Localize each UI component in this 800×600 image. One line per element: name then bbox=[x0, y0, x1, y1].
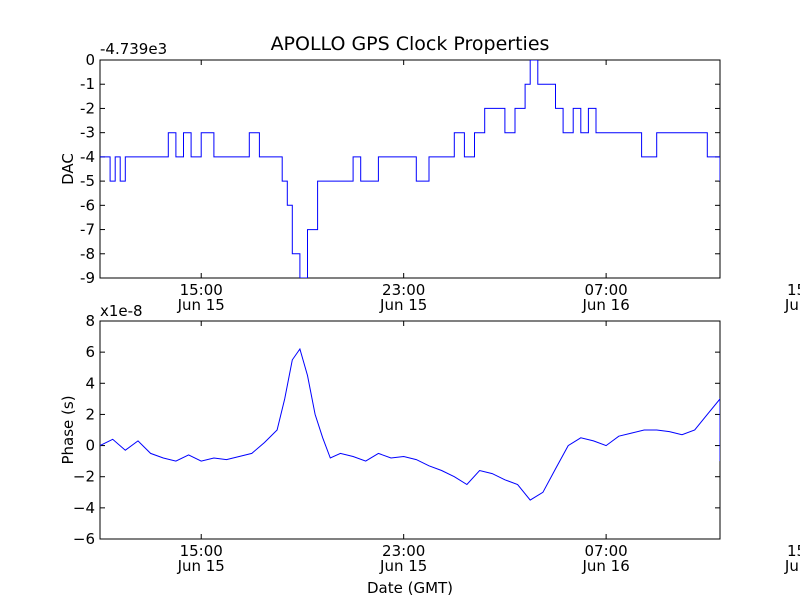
dac-y-ticks: 0 -1 -2 -3 -4 -5 -6 -7 -8 -9 bbox=[80, 51, 720, 287]
dac-xtick-time: 23:00 bbox=[382, 281, 425, 299]
dac-ytick-label: -7 bbox=[80, 221, 95, 239]
phase-y-ticks: 8 6 4 2 0 −2 −4 −6 bbox=[73, 312, 720, 548]
phase-ytick-label: −4 bbox=[73, 499, 95, 517]
dac-ytick-label: -1 bbox=[80, 75, 95, 93]
phase-y-axis-label: Phase (s) bbox=[59, 395, 77, 464]
dac-ytick-label: -3 bbox=[80, 124, 95, 142]
dac-ytick-label: -4 bbox=[80, 148, 95, 166]
dac-axes-frame bbox=[99, 59, 721, 279]
dac-y-axis-label: DAC bbox=[59, 153, 77, 185]
dac-series-line bbox=[100, 60, 720, 278]
dac-ytick-label: 0 bbox=[85, 51, 95, 69]
dac-xtick-date: Jun 16 bbox=[784, 296, 800, 314]
phase-ytick-label: 0 bbox=[85, 437, 95, 455]
phase-xtick-date: Jun 16 bbox=[581, 557, 629, 575]
phase-series-line bbox=[100, 347, 720, 501]
dac-ytick-label: -8 bbox=[80, 245, 95, 263]
phase-xtick-date: Jun 15 bbox=[379, 557, 427, 575]
phase-ytick-label: 6 bbox=[85, 343, 95, 361]
dac-offset-label: -4.739e3 bbox=[100, 40, 167, 58]
phase-ytick-label: 8 bbox=[85, 312, 95, 330]
dac-xtick-time: 15:00 bbox=[180, 281, 223, 299]
phase-ytick-label: −2 bbox=[73, 468, 95, 486]
chart-title: APOLLO GPS Clock Properties bbox=[271, 33, 550, 55]
phase-exponent-label: x1e-8 bbox=[100, 302, 143, 320]
dac-xtick-date: Jun 16 bbox=[581, 296, 629, 314]
phase-xtick-time: 15:00 bbox=[787, 542, 800, 560]
dac-ytick-label: -5 bbox=[80, 172, 95, 190]
phase-ytick-label: 2 bbox=[85, 405, 95, 423]
dac-xtick-date: Jun 15 bbox=[379, 296, 427, 314]
dac-xtick-time: 07:00 bbox=[585, 281, 628, 299]
dac-xtick-date: Jun 15 bbox=[177, 296, 225, 314]
phase-xtick-time: 23:00 bbox=[382, 542, 425, 560]
phase-axes-frame bbox=[99, 320, 721, 540]
dac-xtick-time: 15:00 bbox=[787, 281, 800, 299]
phase-ytick-label: 4 bbox=[85, 374, 95, 392]
x-axis-label: Date (GMT) bbox=[367, 579, 453, 597]
phase-xtick-time: 07:00 bbox=[585, 542, 628, 560]
dac-ytick-label: -6 bbox=[80, 196, 95, 214]
phase-xtick-time: 15:00 bbox=[180, 542, 223, 560]
phase-xtick-date: Jun 15 bbox=[177, 557, 225, 575]
dac-ytick-label: -9 bbox=[80, 269, 95, 287]
phase-xtick-date: Jun 16 bbox=[784, 557, 800, 575]
phase-ytick-label: −6 bbox=[73, 530, 95, 548]
dac-ytick-label: -2 bbox=[80, 99, 95, 117]
